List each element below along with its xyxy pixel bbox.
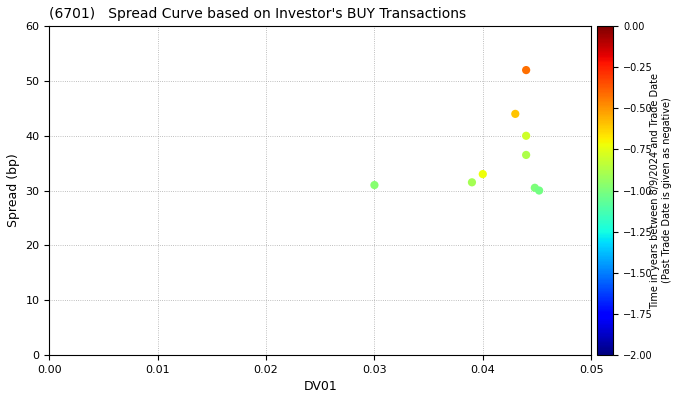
Point [534, 187, 545, 194]
Point [477, 171, 488, 177]
Text: (6701)   Spread Curve based on Investor's BUY Transactions: (6701) Spread Curve based on Investor's … [50, 7, 466, 21]
X-axis label: DV01: DV01 [303, 380, 337, 393]
Point [466, 179, 477, 186]
Point [521, 152, 532, 158]
Point [521, 132, 532, 139]
Y-axis label: Time in years between 8/9/2024 and Trade Date
(Past Trade Date is given as negat: Time in years between 8/9/2024 and Trade… [650, 72, 672, 308]
Point [521, 67, 532, 73]
Y-axis label: Spread (bp): Spread (bp) [7, 154, 20, 228]
Point [369, 182, 380, 188]
Point [510, 111, 521, 117]
Point [529, 184, 540, 191]
